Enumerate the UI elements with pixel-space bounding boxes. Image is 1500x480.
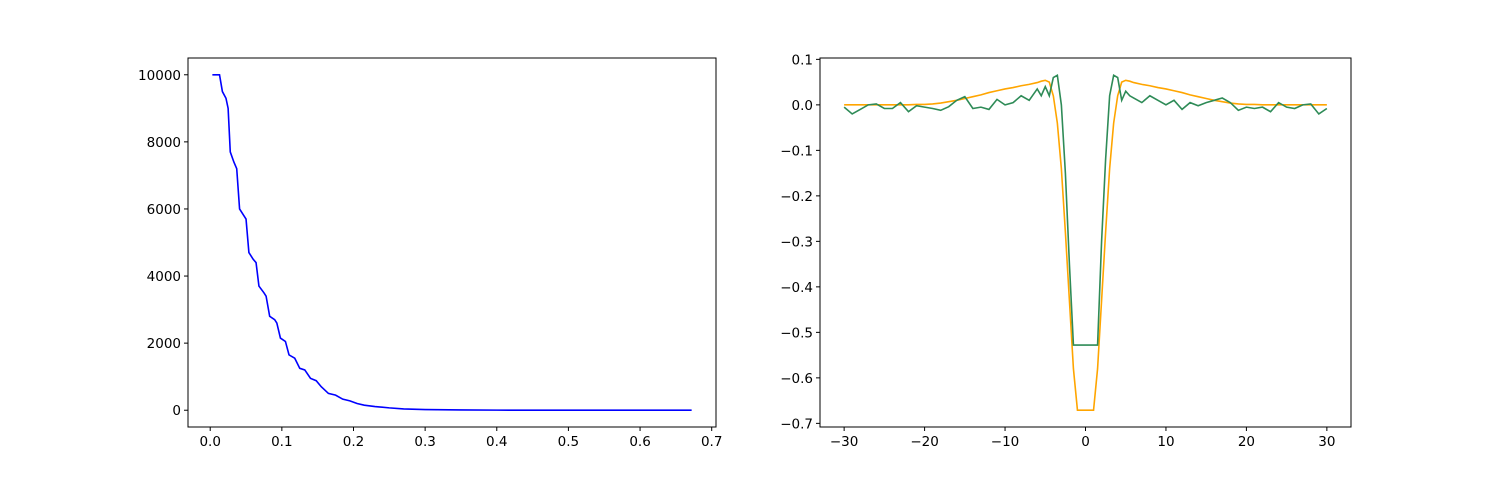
data-line <box>212 73 692 412</box>
y-tick-label: −0.2 <box>780 189 813 205</box>
x-tick-label: −20 <box>910 434 939 450</box>
y-tick-label: −0.6 <box>780 371 813 387</box>
y-tick-label: −0.1 <box>780 143 813 159</box>
x-tick-label: 0.6 <box>629 434 650 450</box>
y-tick-label: −0.5 <box>780 325 813 341</box>
y-tick-label: 4000 <box>147 269 181 285</box>
y-tick-label: −0.3 <box>780 234 813 250</box>
x-tick-label: −10 <box>991 434 1020 450</box>
x-tick-label: −30 <box>830 434 859 450</box>
y-tick-label: −0.7 <box>780 416 813 432</box>
x-tick-label: 0.3 <box>414 434 435 450</box>
data-line <box>843 74 1328 346</box>
x-tick-label: 0.4 <box>486 434 507 450</box>
x-tick-label: 0.1 <box>271 434 292 450</box>
y-tick-label: −0.4 <box>780 280 813 296</box>
data-line <box>844 79 1327 411</box>
x-tick-label: 0.5 <box>558 434 579 450</box>
x-tick-label: 20 <box>1238 434 1255 450</box>
axes-frame <box>819 57 1352 428</box>
y-tick-label: 6000 <box>147 202 181 218</box>
x-tick-label: 0.0 <box>199 434 220 450</box>
y-tick-label: 2000 <box>147 336 181 352</box>
x-tick-label: 0.7 <box>701 434 722 450</box>
x-tick-label: 0.2 <box>343 434 364 450</box>
x-tick-label: 30 <box>1318 434 1335 450</box>
y-tick-label: 0 <box>172 403 181 419</box>
y-tick-label: 0.0 <box>792 98 813 114</box>
y-tick-label: 10000 <box>138 68 181 84</box>
x-tick-label: 0 <box>1081 434 1090 450</box>
axes-frame <box>187 57 717 428</box>
y-tick-label: 8000 <box>147 135 181 151</box>
x-tick-label: 10 <box>1157 434 1174 450</box>
y-tick-label: 0.1 <box>792 52 813 68</box>
